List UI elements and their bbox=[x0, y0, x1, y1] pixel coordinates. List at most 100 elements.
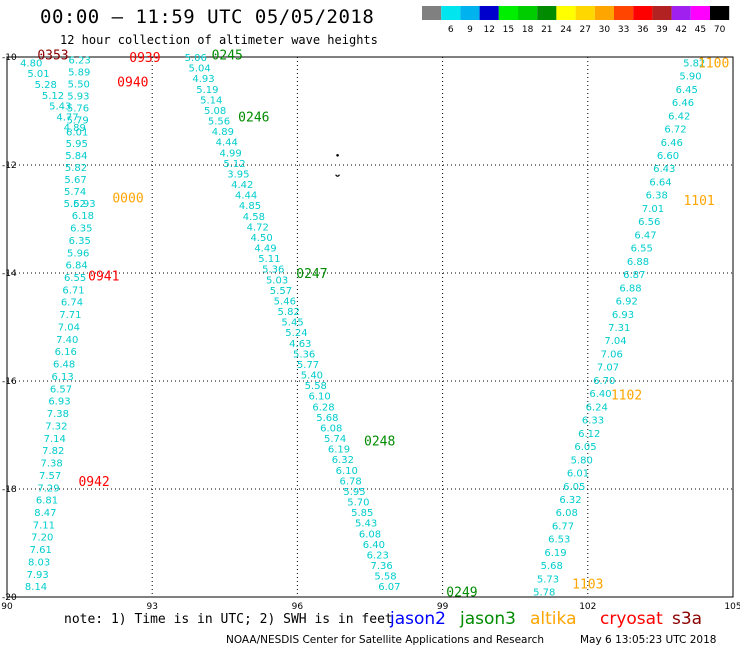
wave-height-value: 7.38 bbox=[47, 409, 69, 420]
legend-cryosat: cryosat bbox=[600, 609, 663, 629]
wave-height-value: 6.35 bbox=[70, 224, 92, 235]
colorbar-label: 24 bbox=[560, 25, 572, 35]
pass-time-label: 0941 bbox=[88, 270, 119, 285]
wave-height-value: 7.38 bbox=[41, 459, 63, 470]
wave-height-value: 6.46 bbox=[672, 98, 694, 109]
wave-height-value: 5.85 bbox=[351, 508, 373, 519]
wave-height-value: 7.71 bbox=[59, 310, 81, 321]
island-mark bbox=[336, 153, 339, 157]
wave-height-value: 5.45 bbox=[281, 318, 303, 329]
wave-height-value: 6.81 bbox=[36, 496, 58, 507]
wave-height-value: 6.10 bbox=[309, 392, 331, 403]
pass-time-label: 0940 bbox=[117, 75, 148, 90]
wave-height-value: 7.61 bbox=[30, 545, 52, 556]
wave-height-value: 6.87 bbox=[623, 270, 645, 281]
map-frame bbox=[6, 56, 734, 598]
wave-height-value: 5.79 bbox=[66, 115, 88, 126]
wave-height-value: 6.18 bbox=[72, 211, 94, 222]
wave-height-value: 6.43 bbox=[653, 164, 675, 175]
colorbar-swatch bbox=[422, 6, 442, 20]
wave-height-value: 4.85 bbox=[239, 201, 261, 212]
wave-height-value: 5.43 bbox=[355, 519, 377, 530]
legend-jason2: jason2 bbox=[390, 609, 446, 629]
wave-height-value: 8.14 bbox=[25, 582, 47, 593]
wave-height-value: 6.28 bbox=[312, 402, 334, 413]
colorbar-label: 9 bbox=[467, 25, 473, 35]
wave-height-value: 6.32 bbox=[332, 455, 354, 466]
island-mark bbox=[335, 174, 341, 177]
wave-height-value: 5.56 bbox=[208, 117, 230, 128]
colorbar-swatch bbox=[518, 6, 538, 20]
wave-height-value: 7.32 bbox=[45, 421, 67, 432]
wave-height-value: 7.93 bbox=[26, 570, 48, 581]
wave-height-value: 6.78 bbox=[340, 476, 362, 487]
wave-height-value: 6.08 bbox=[320, 423, 342, 434]
wave-height-value: 5.90 bbox=[679, 72, 701, 83]
wave-height-value: 5.12 bbox=[42, 91, 64, 102]
colorbar-label: 45 bbox=[695, 25, 706, 35]
colorbar-label: 12 bbox=[483, 25, 494, 35]
colorbar-swatch bbox=[441, 6, 461, 20]
wave-height-value: 6.56 bbox=[638, 217, 660, 228]
pass-time-label: 1102 bbox=[611, 389, 642, 404]
wave-height-value: 6.72 bbox=[664, 125, 686, 136]
wave-height-value: 3.95 bbox=[227, 169, 249, 180]
wave-height-value: 6.53 bbox=[548, 535, 570, 546]
wave-height-value: 6.64 bbox=[649, 177, 671, 188]
pass-time-label: 0353 bbox=[37, 48, 68, 63]
y-tick-label: -12 bbox=[2, 161, 17, 171]
wave-height-value: 5.08 bbox=[204, 106, 226, 117]
wave-height-value: 6.23 bbox=[367, 550, 389, 561]
generated-timestamp: May 6 13:05:23 UTC 2018 bbox=[580, 634, 717, 646]
wave-height-value: 6.24 bbox=[586, 402, 608, 413]
pass-time-label: 1103 bbox=[572, 578, 603, 593]
colorbar-swatch bbox=[594, 6, 614, 20]
wave-height-value: 4.99 bbox=[219, 148, 241, 159]
wave-height-value: 4.77 bbox=[56, 112, 78, 123]
wave-height-value: 4.89 bbox=[64, 123, 86, 134]
wave-height-value: 5.95 bbox=[343, 487, 365, 498]
wave-height-value: 5.58 bbox=[374, 572, 396, 583]
colorbar-swatch bbox=[671, 6, 691, 20]
wave-height-value: 5.78 bbox=[533, 588, 555, 599]
colorbar-swatch bbox=[710, 6, 730, 20]
wave-height-value: 5.04 bbox=[188, 64, 210, 75]
wave-height-value: 6.88 bbox=[627, 257, 649, 268]
wave-height-value: 6.08 bbox=[556, 508, 578, 519]
wave-height-value: 6.71 bbox=[62, 285, 84, 296]
wave-height-value: 4.72 bbox=[247, 222, 269, 233]
wave-height-value: 5.93 bbox=[67, 91, 89, 102]
wave-height-value: 6.01 bbox=[66, 127, 88, 138]
colorbar-swatch bbox=[460, 6, 480, 20]
colorbar-swatch bbox=[498, 6, 518, 20]
wave-height-value: 6.40 bbox=[363, 540, 385, 551]
wave-height-value: 4.80 bbox=[20, 58, 42, 69]
footer-note: note: 1) Time is in UTC; 2) SWH is in fe… bbox=[64, 612, 393, 627]
wave-height-value: 5.68 bbox=[316, 413, 338, 424]
wave-height-value: 6.48 bbox=[53, 360, 75, 371]
legend-s3a: s3a bbox=[672, 609, 703, 629]
wave-height-value: 6.01 bbox=[567, 469, 589, 480]
wave-height-value: 4.63 bbox=[289, 339, 311, 350]
wave-height-value: 5.03 bbox=[266, 275, 288, 286]
colorbar-label: 30 bbox=[599, 25, 611, 35]
colorbar-label: 39 bbox=[656, 25, 668, 35]
wave-height-value: 6.16 bbox=[55, 347, 77, 358]
x-tick-label: 90 bbox=[1, 602, 13, 612]
wave-height-value: 6.23 bbox=[68, 56, 90, 67]
wave-height-value: 6.46 bbox=[661, 138, 683, 149]
x-tick-label: 105 bbox=[724, 602, 740, 612]
wave-height-value: 5.01 bbox=[27, 69, 49, 80]
x-tick-label: 99 bbox=[437, 602, 449, 612]
wave-height-value: 7.04 bbox=[58, 322, 80, 333]
wave-height-value: 6.42 bbox=[668, 111, 690, 122]
wave-height-value: 5.67 bbox=[64, 175, 86, 186]
wave-height-value: 5.11 bbox=[258, 254, 280, 265]
wave-height-value: 6.88 bbox=[619, 283, 641, 294]
wave-height-value: 6.12 bbox=[578, 429, 600, 440]
wave-height-value: 7.06 bbox=[601, 349, 623, 360]
wave-height-value: 5.68 bbox=[541, 561, 563, 572]
pass-time-label: 0942 bbox=[78, 475, 109, 490]
wave-height-value: 5.14 bbox=[200, 95, 222, 106]
pass-time-label: 0246 bbox=[238, 110, 269, 125]
